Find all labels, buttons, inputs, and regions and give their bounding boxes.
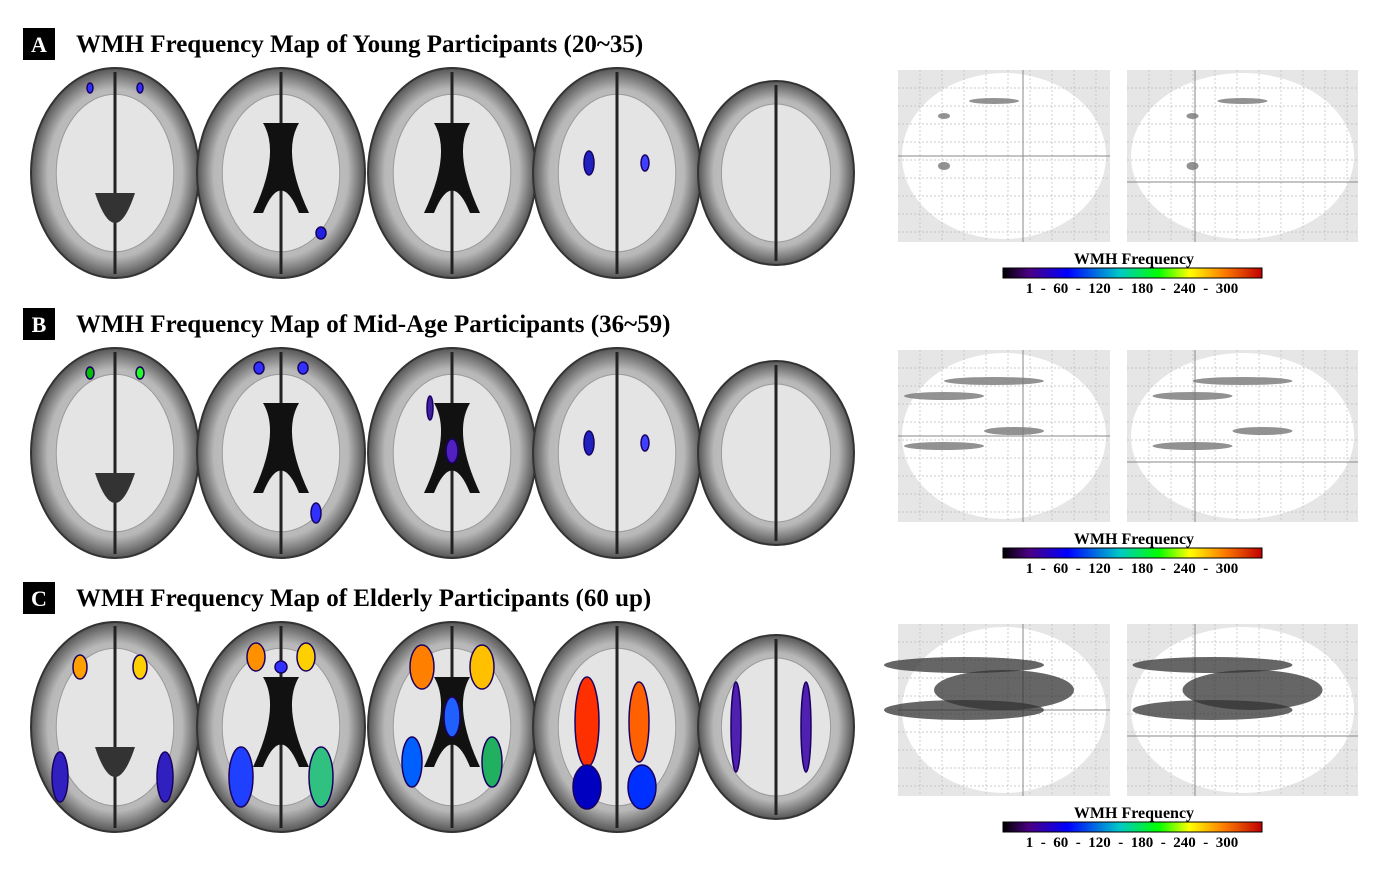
wmh-blob [401, 736, 423, 788]
glass-wmh [1132, 657, 1293, 673]
panels: A WMH Frequency Map of Young Participants… [23, 28, 1358, 851]
glass-wmh [969, 98, 1019, 104]
colorbar-label: WMH Frequency [1074, 251, 1194, 268]
glass-wmh [1192, 377, 1293, 385]
wmh-blob [583, 430, 595, 456]
colorbar-ticks: 1 - 60 - 120 - 180 - 240 - 300 [1026, 561, 1238, 577]
colorbar-ticks: 1 - 60 - 120 - 180 - 240 - 300 [1026, 835, 1238, 851]
colorbar [1002, 267, 1263, 279]
glass-wmh [1152, 392, 1233, 400]
wmh-blob [132, 654, 148, 680]
panel-letter: A [31, 32, 47, 57]
wmh-blob [51, 751, 69, 803]
colorbar [1002, 547, 1263, 559]
wmh-blob [628, 681, 650, 763]
glass-wmh [884, 657, 1044, 673]
wmh-blob [627, 764, 657, 810]
wmh-blob [426, 395, 434, 421]
glass-wmh [984, 427, 1044, 435]
wmh-blob [297, 361, 309, 375]
midbrain [95, 193, 135, 223]
ventricle [253, 123, 309, 213]
glass-wmh [904, 392, 984, 400]
wmh-blob [583, 150, 595, 176]
wmh-blob [72, 654, 88, 680]
glass-wmh [1186, 113, 1199, 119]
wmh-blob [85, 366, 95, 380]
panel: A WMH Frequency Map of Young Participants… [23, 28, 1358, 297]
panel: C WMH Frequency Map of Elderly Participan… [23, 582, 1358, 851]
glass-wmh [1182, 670, 1323, 710]
ventricle [253, 677, 309, 767]
wmh-blob [156, 751, 174, 803]
panel-letter-box [23, 28, 55, 60]
glass-wmh [1232, 427, 1293, 435]
ventricle [253, 403, 309, 493]
glass-wmh [1186, 162, 1199, 170]
colorbar-ticks: 1 - 60 - 120 - 180 - 240 - 300 [1026, 281, 1238, 297]
ventricle [424, 123, 480, 213]
panel-letter: C [31, 586, 47, 611]
wmh-blob [136, 82, 144, 94]
panel-title: WMH Frequency Map of Elderly Participant… [76, 585, 651, 612]
panel: B WMH Frequency Map of Mid-Age Participan… [23, 308, 1358, 577]
wmh-blob [481, 736, 503, 788]
wmh-blob [296, 642, 316, 672]
wmh-blob [228, 746, 254, 808]
wmh-blob [572, 764, 602, 810]
panel-title: WMH Frequency Map of Mid-Age Participant… [76, 311, 670, 338]
wmh-blob [574, 676, 600, 768]
midbrain [95, 747, 135, 777]
panel-letter: B [32, 312, 47, 337]
midbrain [95, 473, 135, 503]
wmh-blob [135, 366, 145, 380]
panel-letter-box [23, 582, 55, 614]
glass-wmh [934, 670, 1074, 710]
glass-wmh [904, 442, 984, 450]
wmh-blob [253, 361, 265, 375]
wmh-blob [308, 746, 334, 808]
glass-wmh [938, 113, 950, 119]
panel-title: WMH Frequency Map of Young Participants … [76, 31, 643, 58]
wmh-blob [640, 154, 650, 172]
wmh-blob [443, 696, 461, 738]
wmh-blob [246, 642, 266, 672]
wmh-blob [730, 681, 742, 773]
wmh-blob [469, 644, 495, 690]
wmh-blob [315, 226, 327, 240]
panel-letter-box [23, 308, 55, 340]
glass-wmh [1217, 98, 1268, 104]
wmh-blob [274, 660, 288, 674]
glass-brain [1131, 73, 1354, 239]
wmh-blob [445, 438, 459, 464]
wmh-blob [86, 82, 94, 94]
colorbar-label: WMH Frequency [1074, 805, 1194, 822]
wmh-blob [800, 681, 812, 773]
glass-wmh [938, 162, 950, 170]
wmh-blob [640, 434, 650, 452]
wmh-blob [409, 644, 435, 690]
glass-wmh [944, 377, 1044, 385]
wmh-blob [310, 502, 322, 524]
colorbar-label: WMH Frequency [1074, 531, 1194, 548]
glass-wmh [1152, 442, 1233, 450]
colorbar [1002, 821, 1263, 833]
